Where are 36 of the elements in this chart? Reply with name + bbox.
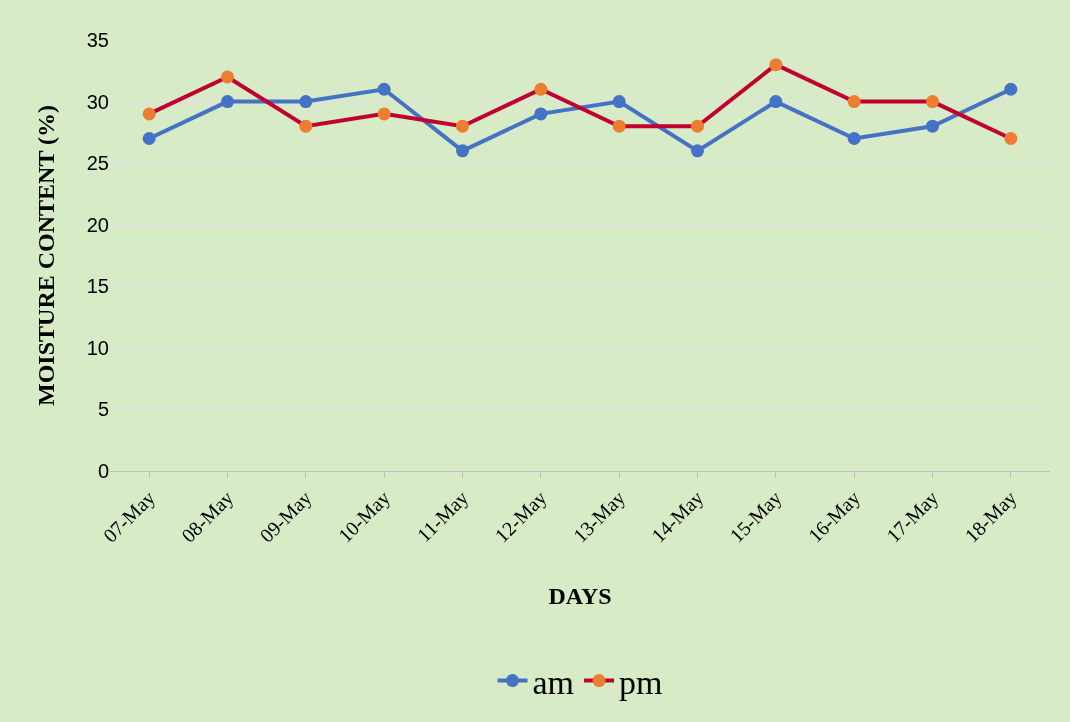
point — [926, 119, 939, 133]
legend-label: am — [532, 663, 575, 701]
point — [769, 58, 783, 72]
legend-label: pm — [619, 663, 663, 701]
point — [769, 95, 783, 109]
y-tick-label: 5 — [97, 398, 109, 421]
point — [299, 95, 313, 109]
y-tick-label: 35 — [86, 29, 109, 51]
y-axis-title: MOISTURE CONTENT (%) — [32, 105, 59, 406]
point — [456, 144, 469, 158]
point — [534, 107, 548, 121]
point — [299, 119, 313, 133]
point — [142, 107, 156, 121]
point — [612, 95, 626, 109]
point — [456, 119, 469, 133]
point — [377, 82, 391, 96]
y-tick-label: 10 — [86, 336, 109, 359]
point — [847, 95, 861, 109]
point — [847, 132, 861, 145]
point — [691, 144, 704, 158]
y-tick-label: 0 — [97, 460, 109, 482]
point — [691, 119, 704, 133]
y-tick-label: 15 — [86, 275, 109, 298]
point — [1004, 82, 1018, 96]
point — [142, 132, 156, 145]
y-tick-label: 25 — [86, 152, 109, 175]
y-tick-label: 30 — [86, 90, 109, 113]
point — [1004, 132, 1018, 145]
y-tick-label: 20 — [86, 213, 109, 236]
point — [221, 70, 234, 84]
point — [221, 95, 234, 109]
x-axis-title: DAYS — [548, 582, 612, 609]
point — [377, 107, 391, 121]
point — [612, 119, 626, 133]
point — [534, 82, 548, 96]
point — [926, 95, 939, 109]
